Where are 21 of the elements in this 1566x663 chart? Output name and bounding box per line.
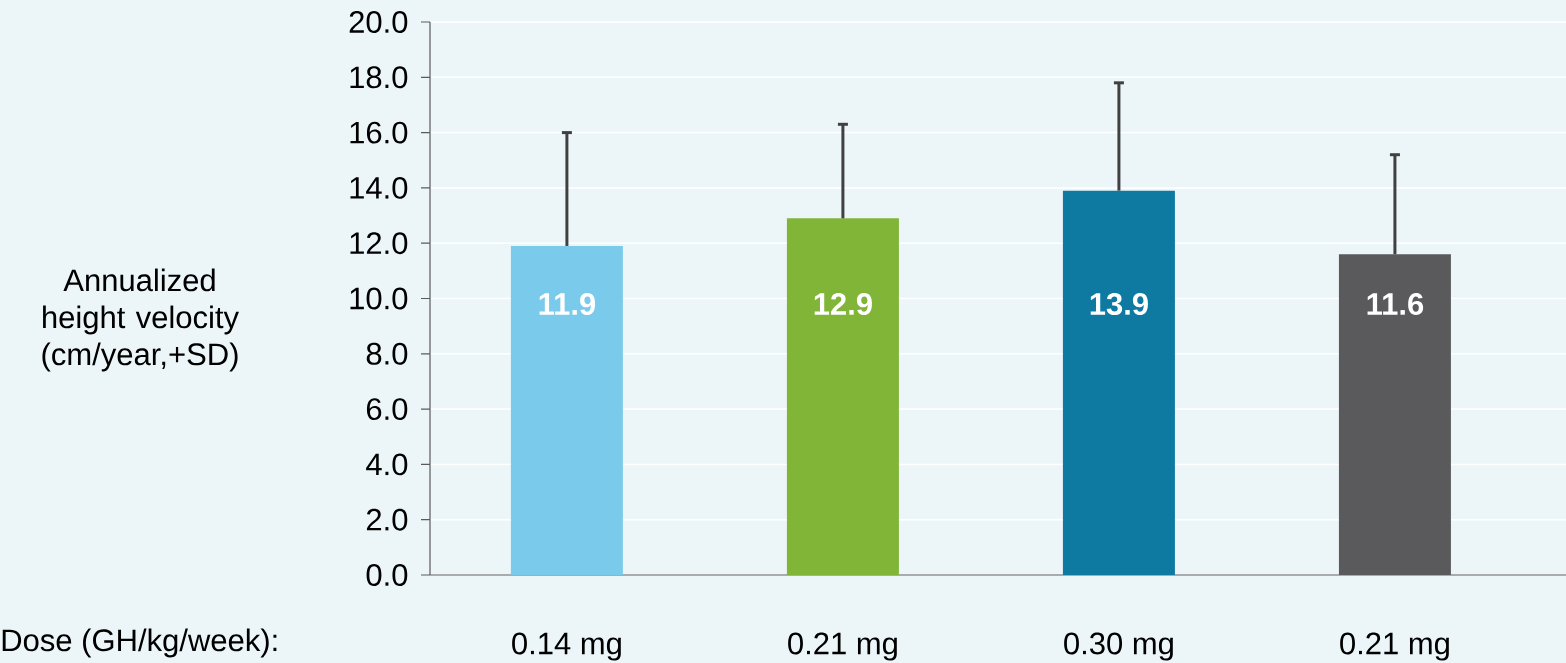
x-tick-label: 0.21 mg — [1340, 632, 1449, 661]
x-tick-label: 0.30 mg — [1064, 632, 1173, 661]
x-tick-label: 0.14 mg — [512, 632, 621, 661]
x-axis-title: Dose (GH/kg/week): — [2, 628, 277, 658]
y-tick-label: 10.0 — [350, 287, 408, 310]
y-tick-label: 4.0 — [366, 453, 408, 476]
x-tick-label: 0.21 mg — [788, 632, 897, 661]
data-label: 13.9 — [1090, 293, 1148, 316]
y-axis-title: Annualized height velocity (cm/year,+SD) — [42, 268, 239, 372]
data-label: 11.6 — [1367, 293, 1424, 315]
y-tick-label: 16.0 — [350, 121, 408, 144]
y-tick-label: 6.0 — [366, 398, 408, 421]
y-tick-label: 20.0 — [349, 11, 408, 33]
y-tick-label: 8.0 — [366, 342, 408, 365]
y-tick-label: 18.0 — [350, 66, 408, 89]
y-tick-label: 12.0 — [350, 232, 408, 255]
data-label: 12.9 — [814, 293, 872, 315]
data-label: 11.9 — [539, 293, 596, 315]
y-tick-label: 14.0 — [350, 176, 408, 199]
y-tick-label: 2.0 — [366, 508, 408, 531]
y-tick-label: 0.0 — [366, 564, 408, 586]
